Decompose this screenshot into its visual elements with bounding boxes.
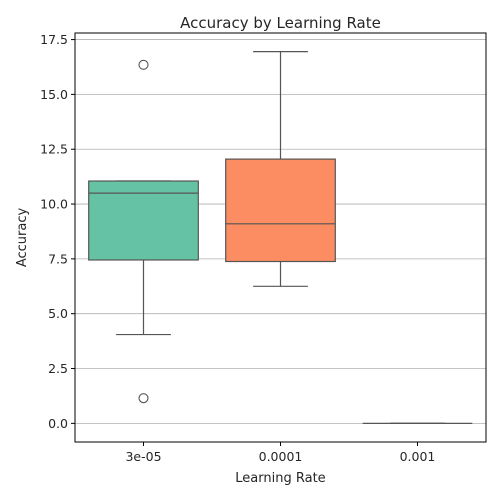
- y-tick-label: 15.0: [40, 87, 68, 102]
- x-tick-label: 0.001: [400, 449, 436, 464]
- y-tick-label: 17.5: [40, 32, 68, 47]
- x-axis-label: Learning Rate: [235, 471, 325, 486]
- y-axis: 0.0 2.5 5.0 7.5 10.0 12.5 15.0 17.5: [40, 32, 75, 431]
- box-0.0001: [225, 51, 336, 287]
- y-tick-label: 5.0: [48, 306, 68, 321]
- box-body: [88, 180, 199, 261]
- y-tick-label: 12.5: [40, 142, 68, 157]
- box-3e-05: [88, 59, 199, 404]
- box-plots: [88, 51, 473, 424]
- y-tick-label: 7.5: [48, 251, 68, 266]
- y-tick-label: 10.0: [40, 197, 68, 212]
- x-tick-label: 0.0001: [259, 449, 303, 464]
- chart-title: Accuracy by Learning Rate: [180, 14, 381, 32]
- box-body: [225, 158, 336, 263]
- y-axis-label: Accuracy: [15, 208, 30, 268]
- outlier-point: [138, 393, 149, 404]
- x-tick-label: 3e-05: [125, 449, 161, 464]
- y-tick-label: 2.5: [48, 361, 68, 376]
- outlier-point: [138, 59, 149, 70]
- y-tick-label: 0.0: [48, 416, 68, 431]
- x-axis: 3e-05 0.0001 0.001: [125, 442, 435, 464]
